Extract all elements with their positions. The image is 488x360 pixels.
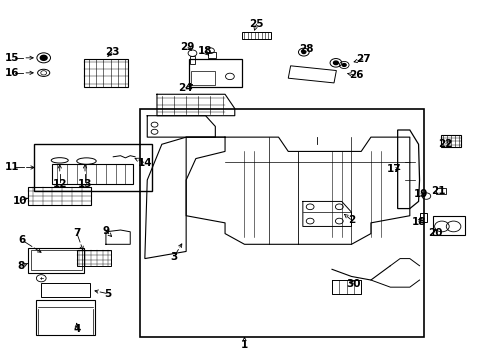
Text: 25: 25 bbox=[249, 18, 264, 28]
Bar bbox=[432, 216, 464, 235]
Text: 15: 15 bbox=[5, 53, 20, 63]
Circle shape bbox=[301, 51, 305, 54]
Bar bbox=[28, 187, 91, 205]
Circle shape bbox=[333, 61, 338, 64]
Bar bbox=[419, 213, 426, 222]
Circle shape bbox=[40, 55, 47, 60]
Text: 10: 10 bbox=[13, 196, 27, 206]
Text: 12: 12 bbox=[52, 179, 67, 189]
Circle shape bbox=[342, 64, 346, 66]
Text: 22: 22 bbox=[437, 139, 451, 149]
Text: 20: 20 bbox=[427, 228, 442, 238]
Text: 29: 29 bbox=[180, 42, 194, 52]
Bar bbox=[36, 300, 95, 336]
Bar bbox=[52, 164, 132, 184]
Bar bbox=[77, 249, 111, 266]
Text: 26: 26 bbox=[348, 70, 363, 80]
Bar bbox=[441, 135, 460, 147]
Bar bbox=[34, 144, 152, 191]
Text: 18: 18 bbox=[197, 46, 211, 57]
Text: 7: 7 bbox=[73, 228, 81, 238]
Text: 9: 9 bbox=[102, 226, 109, 236]
Text: 21: 21 bbox=[430, 186, 445, 197]
Bar bbox=[188, 59, 242, 87]
Text: 17: 17 bbox=[386, 164, 401, 174]
Text: 23: 23 bbox=[105, 47, 119, 57]
Text: 11: 11 bbox=[5, 162, 20, 172]
Text: 28: 28 bbox=[299, 44, 313, 54]
Text: 14: 14 bbox=[137, 158, 152, 168]
Text: 8: 8 bbox=[17, 261, 24, 271]
Text: 3: 3 bbox=[170, 252, 177, 262]
Text: 27: 27 bbox=[356, 54, 370, 64]
Bar bbox=[140, 109, 424, 337]
Bar bbox=[28, 248, 84, 273]
Text: 6: 6 bbox=[18, 235, 25, 245]
Text: 16: 16 bbox=[5, 68, 20, 78]
Bar bbox=[242, 32, 271, 39]
Bar bbox=[30, 250, 81, 270]
Text: 19: 19 bbox=[412, 189, 427, 199]
Text: 13: 13 bbox=[78, 179, 92, 189]
Text: 24: 24 bbox=[178, 83, 192, 93]
Bar bbox=[207, 53, 215, 58]
Bar bbox=[41, 283, 90, 297]
Bar bbox=[435, 188, 446, 194]
Text: 4: 4 bbox=[73, 324, 81, 334]
Text: 30: 30 bbox=[346, 279, 361, 289]
Text: 1: 1 bbox=[241, 340, 247, 350]
Text: 5: 5 bbox=[103, 289, 111, 298]
Bar bbox=[84, 59, 127, 87]
Text: 18: 18 bbox=[410, 217, 425, 227]
Bar bbox=[287, 66, 336, 83]
Bar bbox=[191, 71, 215, 85]
Text: 2: 2 bbox=[347, 215, 354, 225]
Bar bbox=[190, 56, 195, 64]
